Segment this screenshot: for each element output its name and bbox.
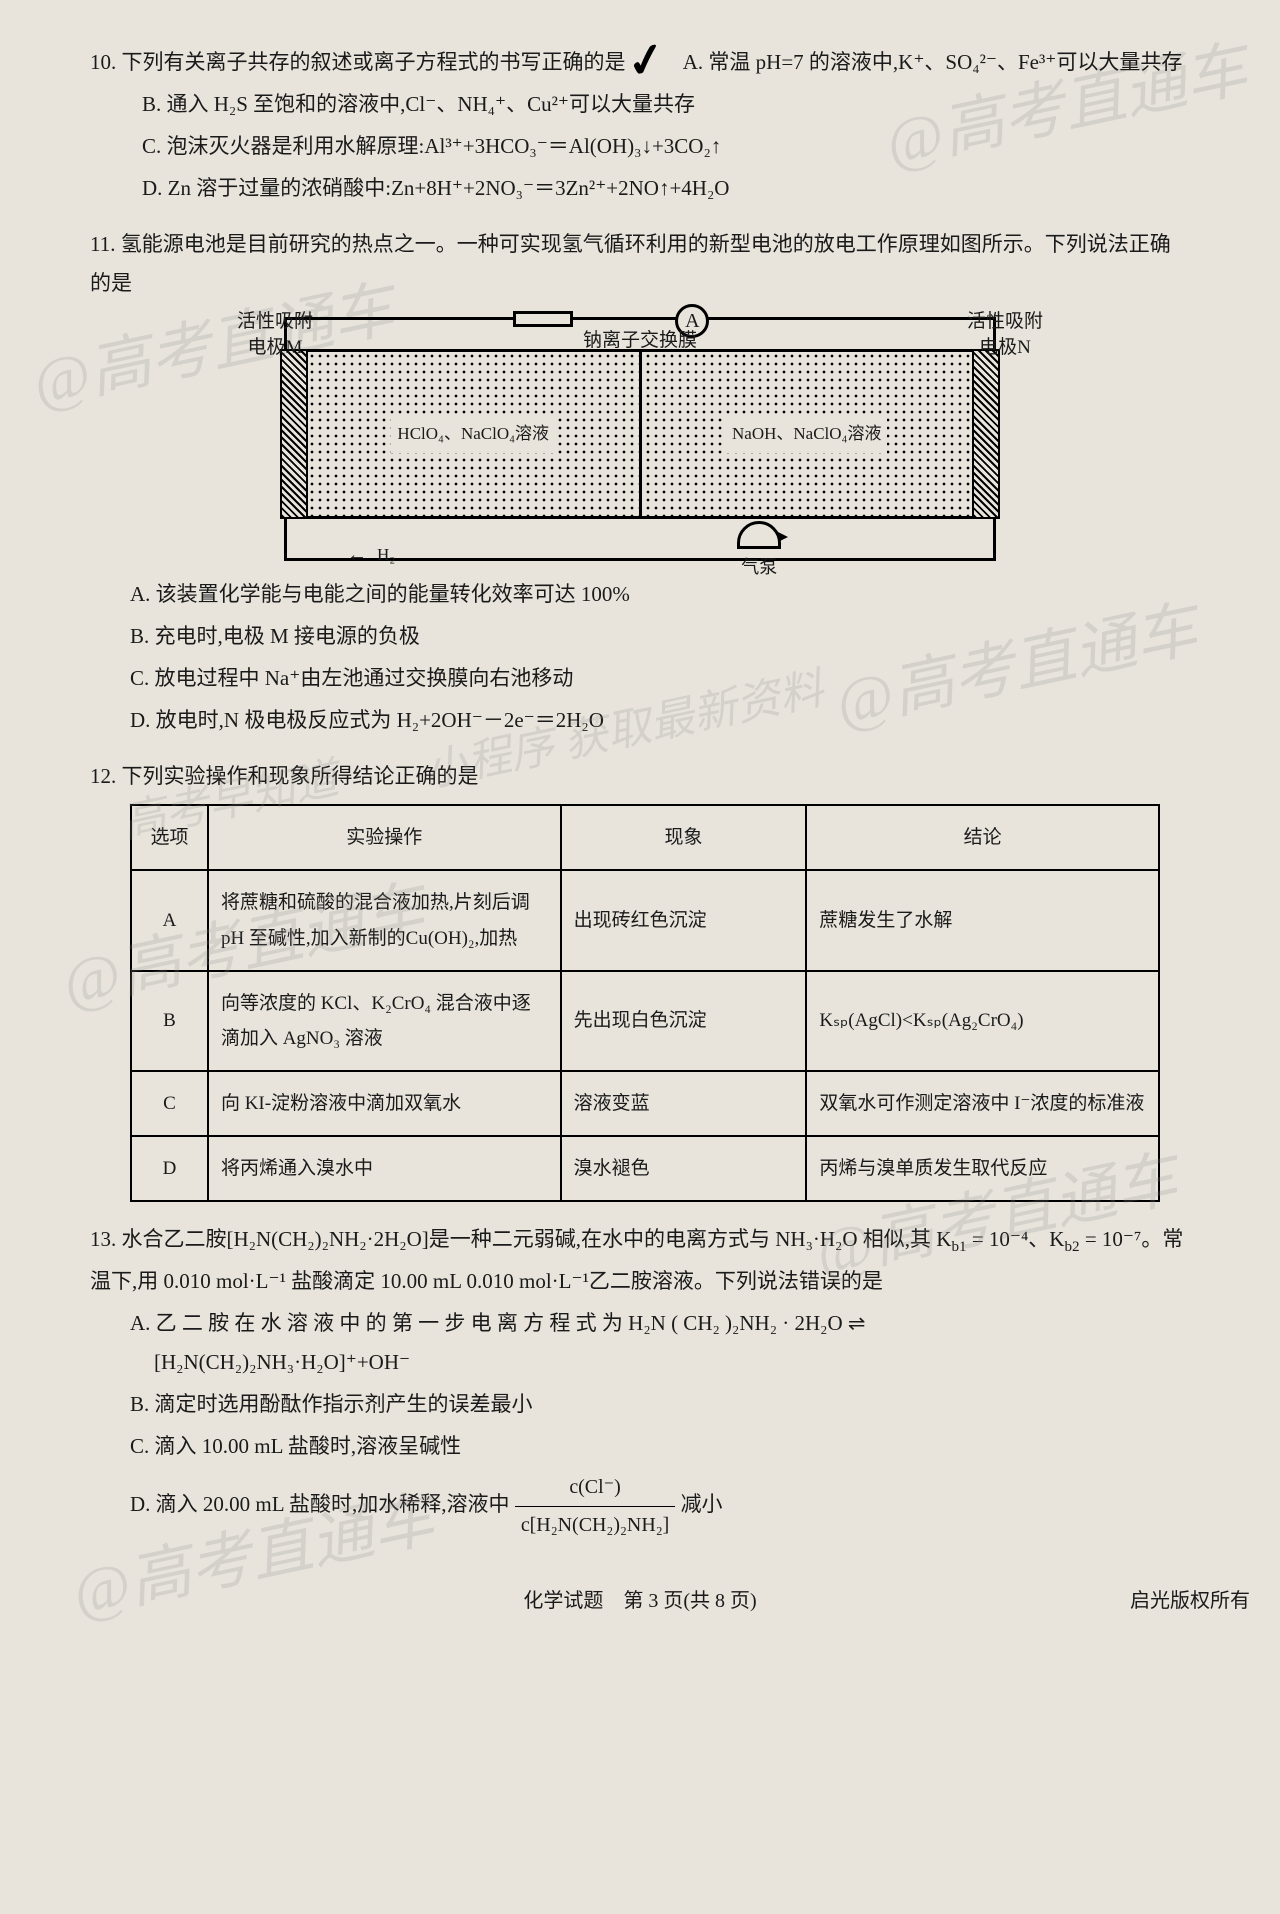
- option-a: A. 乙 二 胺 在 水 溶 液 中 的 第 一 步 电 离 方 程 式 为 H…: [90, 1304, 1190, 1382]
- question-13: 13. 水合乙二胺[H₂N(CH₂)₂NH₂·2H₂O]是一种二元弱碱,在水中的…: [90, 1220, 1190, 1543]
- electrode-right: [972, 349, 1000, 519]
- question-10: 10. 下列有关离子共存的叙述或离子方程式的书写正确的是 A. 常温 pH=7 …: [90, 40, 1190, 207]
- option-d: D. Zn 溶于过量的浓硝酸中:Zn+8H⁺+2NO₃⁻＝3Zn²⁺+2NO↑+…: [90, 169, 1190, 208]
- cell-operation: 向等浓度的 KCl、K₂CrO₄ 混合液中逐滴加入 AgNO₃ 溶液: [208, 971, 561, 1071]
- option-d: D. 滴入 20.00 mL 盐酸时,加水稀释,溶液中 c(Cl⁻) c[H₂N…: [90, 1469, 1190, 1544]
- table-row: D 将丙烯通入溴水中 溴水褪色 丙烯与溴单质发生取代反应: [131, 1136, 1159, 1201]
- battery-diagram: A 活性吸附 电极M 活性吸附 电极N 钠离子交换膜 HClO₄、NaClO₄溶…: [280, 317, 1000, 561]
- page-footer: 化学试题 第 3 页(共 8 页) 启光版权所有: [90, 1583, 1190, 1620]
- question-12: 12. 下列实验操作和现象所得结论正确的是 选项 实验操作 现象 结论 A 将蔗…: [90, 757, 1190, 1202]
- right-solution: NaOH、NaClO₄溶液: [642, 352, 973, 516]
- resistor-icon: [513, 311, 573, 327]
- cell-phenomenon: 出现砖红色沉淀: [561, 870, 807, 970]
- header-conclusion: 结论: [806, 805, 1159, 870]
- question-number: 13.: [90, 1227, 116, 1251]
- table-row: A 将蔗糖和硫酸的混合液加热,片刻后调 pH 至碱性,加入新制的Cu(OH)₂,…: [131, 870, 1159, 970]
- bottom-wire: ← H₂ 气泵: [284, 519, 996, 561]
- option-a: A. 该装置化学能与电能之间的能量转化效率可达 100%: [90, 575, 1190, 614]
- option-c: C. 放电过程中 Na⁺由左池通过交换膜向右池移动: [90, 659, 1190, 698]
- pump-icon: [737, 521, 781, 549]
- question-number: 11.: [90, 232, 115, 256]
- cell-phenomenon: 溶液变蓝: [561, 1071, 807, 1136]
- cell-option: A: [131, 870, 208, 970]
- cell-phenomenon: 溴水褪色: [561, 1136, 807, 1201]
- cell-conclusion: Kₛₚ(AgCl)<Kₛₚ(Ag₂CrO₄): [806, 971, 1159, 1071]
- cell-phenomenon: 先出现白色沉淀: [561, 971, 807, 1071]
- table-row: C 向 KI-淀粉溶液中滴加双氧水 溶液变蓝 双氧水可作测定溶液中 I⁻浓度的标…: [131, 1071, 1159, 1136]
- h2-label: H₂: [377, 539, 395, 570]
- cell-body: 活性吸附 电极M 活性吸附 电极N 钠离子交换膜 HClO₄、NaClO₄溶液 …: [280, 349, 1000, 519]
- question-number: 12.: [90, 764, 116, 788]
- cell-operation: 将丙烯通入溴水中: [208, 1136, 561, 1201]
- arrow-icon: ←: [347, 537, 367, 574]
- left-solution: HClO₄、NaClO₄溶液: [308, 352, 639, 516]
- cell-conclusion: 丙烯与溴单质发生取代反应: [806, 1136, 1159, 1201]
- option-b: B. 充电时,电极 M 接电源的负极: [90, 617, 1190, 656]
- question-text: 下列实验操作和现象所得结论正确的是: [122, 764, 479, 788]
- question-text: 下列有关离子共存的叙述或离子方程式的书写正确的是: [122, 50, 626, 74]
- question-text: 氢能源电池是目前研究的热点之一。一种可实现氢气循环利用的新型电池的放电工作原理如…: [90, 232, 1171, 295]
- option-b: B. 滴定时选用酚酞作指示剂产生的误差最小: [90, 1385, 1190, 1424]
- fraction: c(Cl⁻) c[H₂N(CH₂)₂NH₂]: [515, 1469, 676, 1544]
- header-phenomenon: 现象: [561, 805, 807, 870]
- question-number: 10.: [90, 50, 116, 74]
- cell-conclusion: 双氧水可作测定溶液中 I⁻浓度的标准液: [806, 1071, 1159, 1136]
- cell-conclusion: 蔗糖发生了水解: [806, 870, 1159, 970]
- option-d: D. 放电时,N 极电极反应式为 H₂+2OH⁻－2e⁻＝2H₂O: [90, 701, 1190, 740]
- table-row: B 向等浓度的 KCl、K₂CrO₄ 混合液中逐滴加入 AgNO₃ 溶液 先出现…: [131, 971, 1159, 1071]
- cell-operation: 向 KI-淀粉溶液中滴加双氧水: [208, 1071, 561, 1136]
- option-a: A. 常温 pH=7 的溶液中,K⁺、SO₄²⁻、Fe³⁺可以大量共存: [631, 43, 1183, 82]
- option-c: C. 滴入 10.00 mL 盐酸时,溶液呈碱性: [90, 1427, 1190, 1466]
- table-header-row: 选项 实验操作 现象 结论: [131, 805, 1159, 870]
- footer-center: 化学试题 第 3 页(共 8 页): [523, 1590, 756, 1612]
- option-c: C. 泡沫灭火器是利用水解原理:Al³⁺+3HCO₃⁻＝Al(OH)₃↓+3CO…: [90, 127, 1190, 166]
- electrode-left: [280, 349, 308, 519]
- footer-right: 启光版权所有: [1130, 1583, 1250, 1620]
- experiment-table: 选项 实验操作 现象 结论 A 将蔗糖和硫酸的混合液加热,片刻后调 pH 至碱性…: [130, 804, 1160, 1202]
- header-operation: 实验操作: [208, 805, 561, 870]
- question-text: 水合乙二胺[H₂N(CH₂)₂NH₂·2H₂O]是一种二元弱碱,在水中的电离方式…: [90, 1227, 1183, 1293]
- header-option: 选项: [131, 805, 208, 870]
- cell-operation: 将蔗糖和硫酸的混合液加热,片刻后调 pH 至碱性,加入新制的Cu(OH)₂,加热: [208, 870, 561, 970]
- cell-option: B: [131, 971, 208, 1071]
- question-11: 11. 氢能源电池是目前研究的热点之一。一种可实现氢气循环利用的新型电池的放电工…: [90, 225, 1190, 739]
- cell-option: C: [131, 1071, 208, 1136]
- cell-option: D: [131, 1136, 208, 1201]
- pump: 气泵: [737, 521, 781, 584]
